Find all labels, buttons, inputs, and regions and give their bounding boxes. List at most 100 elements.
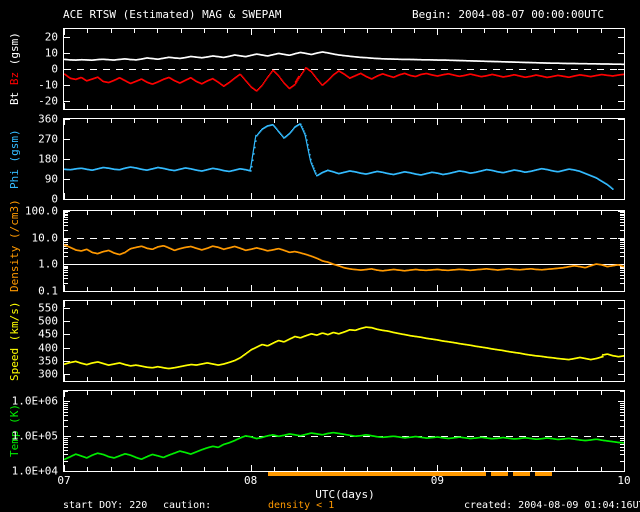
x-tick-mark: [250, 285, 252, 291]
x-tick-mark: [414, 195, 415, 199]
y-tick-label: 300: [38, 367, 58, 381]
x-tick-mark: [624, 375, 625, 381]
x-tick-mark: [367, 287, 369, 291]
x-tick-mark: [624, 211, 625, 217]
start-doy-label: start DOY: 220: [63, 500, 148, 511]
y-minor-tick: [620, 425, 624, 427]
x-tick-mark: [414, 119, 415, 123]
x-tick-mark: [64, 103, 65, 109]
x-tick-mark: [320, 377, 322, 381]
x-tick-mark: [600, 287, 602, 291]
x-tick-mark: [460, 467, 462, 471]
x-tick-mark: [134, 467, 135, 471]
panel-proton-density-ylabel: Density (/cm3): [8, 199, 21, 292]
panel-ion-temperature: [63, 390, 625, 472]
y-tick-mark: [618, 321, 624, 322]
x-tick-mark: [157, 467, 159, 471]
y-minor-tick: [64, 216, 68, 218]
y-minor-tick: [64, 437, 68, 439]
x-tick-mark: [297, 301, 299, 305]
y-tick-label: 500: [38, 314, 58, 328]
x-tick-mark: [227, 467, 229, 471]
x-tick-mark: [437, 285, 439, 291]
x-tick-mark: [134, 29, 135, 33]
x-tick-mark: [507, 211, 509, 215]
x-tick-mark: [530, 467, 532, 471]
y-tick-mark: [618, 347, 624, 349]
y-tick-label: 1.0E+04: [11, 464, 58, 478]
x-tick-mark: [624, 391, 625, 397]
y-minor-tick: [620, 274, 624, 276]
x-tick-mark: [414, 301, 415, 305]
series-temp: [64, 431, 624, 461]
caution-segment: [430, 472, 437, 476]
y-tick-mark: [618, 85, 624, 86]
y-minor-tick: [64, 411, 68, 413]
x-tick-label: 08: [244, 474, 258, 487]
y-minor-tick: [64, 403, 68, 405]
x-tick-mark: [530, 391, 532, 395]
x-tick-mark: [530, 195, 532, 199]
x-tick-mark: [250, 391, 252, 397]
y-tick-mark: [64, 119, 70, 120]
x-tick-mark: [320, 391, 322, 395]
x-tick-mark: [554, 377, 555, 381]
x-tick-mark: [554, 105, 555, 109]
x-tick-mark: [530, 105, 532, 109]
y-minor-tick: [64, 229, 68, 231]
y-minor-tick: [64, 278, 68, 280]
x-tick-mark: [64, 301, 65, 307]
x-tick-mark: [134, 211, 135, 215]
x-tick-mark: [227, 391, 229, 395]
x-tick-mark: [134, 105, 135, 109]
y-tick-mark: [64, 321, 70, 322]
x-tick-mark: [204, 287, 205, 291]
x-tick-mark: [64, 119, 65, 125]
x-tick-mark: [250, 301, 252, 307]
y-minor-tick: [64, 243, 68, 245]
y-minor-tick: [620, 240, 624, 242]
y-tick-label: 550: [38, 301, 58, 315]
x-tick-mark: [227, 211, 229, 215]
x-tick-mark: [344, 391, 345, 395]
x-tick-mark: [484, 211, 485, 215]
y-minor-tick: [64, 224, 68, 226]
x-tick-mark: [367, 195, 369, 199]
y-minor-tick: [64, 238, 68, 240]
x-tick-mark: [367, 391, 369, 395]
x-tick-mark: [274, 287, 275, 291]
x-tick-mark: [227, 105, 229, 109]
x-tick-mark: [87, 105, 89, 109]
x-tick-mark: [554, 195, 555, 199]
x-tick-mark: [460, 391, 462, 395]
x-tick-mark: [624, 119, 625, 125]
caution-segment: [458, 472, 464, 476]
x-tick-label: 09: [430, 474, 444, 487]
x-tick-mark: [157, 119, 159, 123]
caution-density-bar: [63, 472, 625, 476]
x-tick-mark: [180, 391, 182, 395]
x-tick-mark: [297, 211, 299, 215]
x-tick-mark: [227, 195, 229, 199]
x-tick-mark: [134, 119, 135, 123]
y-minor-tick: [620, 215, 624, 217]
x-tick-mark: [390, 391, 392, 395]
x-tick-mark: [367, 377, 369, 381]
x-tick-mark: [110, 287, 112, 291]
y-minor-tick: [64, 454, 68, 456]
y-tick-mark: [618, 334, 624, 336]
x-tick-mark: [460, 119, 462, 123]
y-minor-tick: [64, 215, 68, 217]
x-tick-mark: [414, 29, 415, 33]
y-minor-tick: [620, 241, 624, 243]
y-tick-mark: [64, 374, 70, 376]
y-minor-tick: [620, 406, 624, 408]
x-tick-mark: [414, 467, 415, 471]
y-minor-tick: [64, 425, 68, 427]
x-tick-mark: [554, 301, 555, 305]
created-timestamp: created: 2004-08-09 01:04:16UTC: [464, 500, 640, 511]
x-tick-mark: [577, 105, 579, 109]
page-title: ACE RTSW (Estimated) MAG & SWEPAM: [63, 8, 282, 21]
x-tick-mark: [87, 377, 89, 381]
